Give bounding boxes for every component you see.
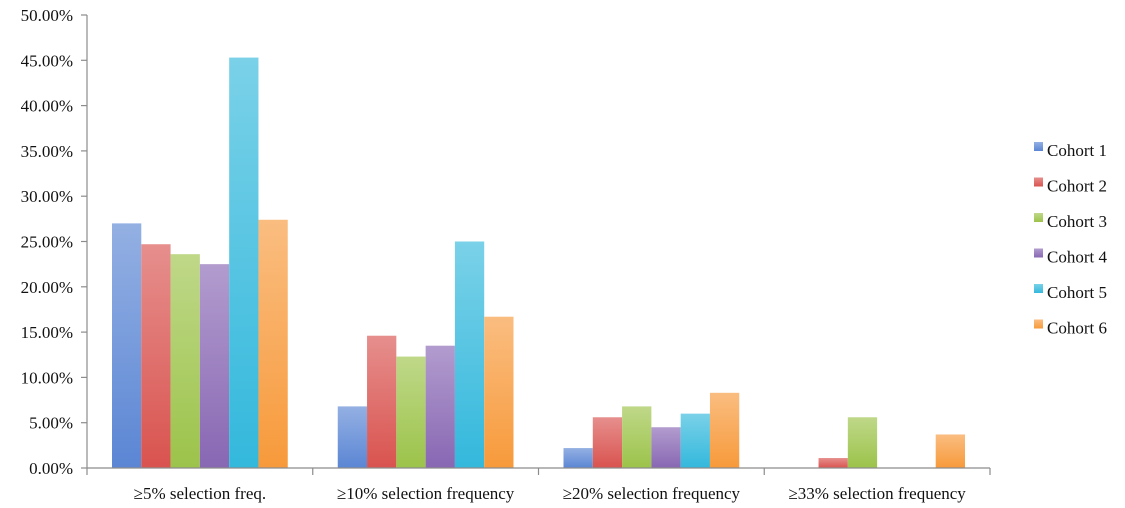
y-tick-label: 40.00% [21,97,73,116]
y-tick-label: 5.00% [29,414,73,433]
legend-swatch [1034,319,1043,329]
bar [454,241,485,468]
legend-label: Cohort 4 [1047,248,1107,267]
y-tick-label: 15.00% [21,323,73,342]
bar [622,406,652,468]
legend-swatch [1034,248,1043,258]
y-tick-label: 10.00% [21,368,73,387]
legend-swatch [1034,284,1043,293]
bar [141,244,171,468]
y-tick-label: 30.00% [21,187,73,206]
bar [170,254,200,468]
bar [651,427,681,468]
legend-label: Cohort 6 [1047,319,1107,338]
legend-swatch [1034,142,1043,151]
y-tick-label: 0.00% [29,459,73,478]
bar [112,223,142,468]
legend-label: Cohort 3 [1047,212,1107,231]
bar [258,219,288,468]
x-category-label: ≥10% selection frequency [337,484,515,503]
y-tick-label: 35.00% [21,142,73,161]
bar [367,335,397,468]
bar [229,57,259,468]
bar [563,448,593,468]
axis-layer: 0.00% 5.00% 10.00% 15.00% 20.00% 25.00% 30.00%… [21,6,991,503]
x-category-label: ≥5% selection freq. [134,484,267,503]
x-category-label: ≥20% selection frequency [563,484,741,503]
bar [847,417,878,468]
legend-label: Cohort 5 [1047,283,1107,302]
y-tick-label: 45.00% [21,51,73,70]
bar [709,392,740,468]
bar [935,434,965,468]
y-tick-label: 20.00% [21,278,73,297]
legend-swatch [1034,177,1043,187]
legend-label: Cohort 1 [1047,141,1107,160]
legend-label: Cohort 2 [1047,177,1107,196]
bar [199,264,230,468]
bar [592,417,623,468]
bar [680,413,710,468]
legend-swatch [1034,213,1043,222]
bar [425,345,455,468]
bar [818,458,848,468]
bar [337,406,368,468]
legend: Cohort 1 Cohort 2 Cohort 3 Cohort 4 Cohort 5… [1034,141,1107,338]
bars-layer [112,57,965,468]
x-category-label: ≥33% selection frequency [788,484,966,503]
bar [484,316,514,468]
y-tick-label: 50.00% [21,6,73,25]
bar [396,356,426,468]
y-tick-label: 25.00% [21,233,73,252]
